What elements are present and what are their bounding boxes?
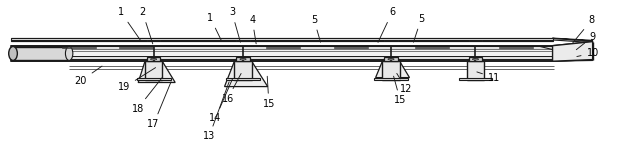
- Text: 19: 19: [118, 68, 156, 92]
- Bar: [266, 47, 300, 48]
- Polygon shape: [552, 38, 593, 41]
- Bar: [415, 47, 449, 48]
- Circle shape: [151, 58, 157, 60]
- Text: 11: 11: [477, 72, 500, 83]
- Bar: [17, 56, 552, 59]
- Circle shape: [472, 58, 478, 60]
- Bar: [467, 61, 484, 80]
- Ellipse shape: [9, 47, 17, 60]
- Text: 2: 2: [140, 7, 153, 44]
- Bar: [374, 78, 408, 80]
- Bar: [11, 38, 552, 40]
- Ellipse shape: [66, 47, 73, 60]
- Text: 9: 9: [577, 32, 596, 50]
- Text: 10: 10: [577, 48, 599, 58]
- Polygon shape: [376, 61, 410, 78]
- Polygon shape: [552, 42, 593, 61]
- Bar: [383, 61, 400, 80]
- Polygon shape: [552, 60, 593, 61]
- Bar: [147, 40, 161, 41]
- Bar: [11, 47, 69, 60]
- Text: 1: 1: [207, 13, 221, 41]
- Text: 15: 15: [394, 76, 407, 105]
- Bar: [459, 78, 493, 80]
- Bar: [499, 47, 533, 48]
- Bar: [384, 40, 398, 41]
- Bar: [41, 46, 552, 49]
- Text: 8: 8: [573, 15, 595, 43]
- Text: 12: 12: [397, 73, 413, 94]
- Text: 13: 13: [203, 82, 229, 142]
- Bar: [11, 40, 552, 41]
- Bar: [119, 47, 153, 48]
- Bar: [468, 57, 482, 61]
- Text: 15: 15: [263, 76, 275, 109]
- Polygon shape: [552, 38, 593, 43]
- Bar: [11, 46, 552, 61]
- Bar: [137, 78, 171, 80]
- Text: 14: 14: [209, 79, 232, 123]
- Bar: [226, 78, 260, 80]
- Text: 3: 3: [229, 7, 240, 42]
- Circle shape: [388, 58, 394, 60]
- Text: 6: 6: [378, 7, 396, 42]
- Bar: [468, 40, 482, 41]
- Bar: [145, 61, 163, 80]
- Bar: [384, 57, 398, 61]
- Bar: [334, 47, 368, 48]
- Bar: [62, 47, 96, 48]
- Bar: [236, 57, 250, 61]
- Text: 5: 5: [311, 15, 321, 42]
- Polygon shape: [138, 61, 175, 82]
- Polygon shape: [224, 61, 268, 87]
- Text: 1: 1: [118, 7, 141, 41]
- Text: 5: 5: [413, 14, 425, 42]
- Bar: [234, 61, 252, 80]
- Text: 4: 4: [249, 15, 256, 44]
- Text: 20: 20: [75, 66, 102, 86]
- Circle shape: [240, 58, 246, 60]
- Text: 17: 17: [148, 82, 171, 129]
- Text: 18: 18: [132, 77, 163, 114]
- Text: 16: 16: [221, 73, 241, 104]
- Bar: [147, 57, 161, 61]
- Bar: [236, 40, 250, 41]
